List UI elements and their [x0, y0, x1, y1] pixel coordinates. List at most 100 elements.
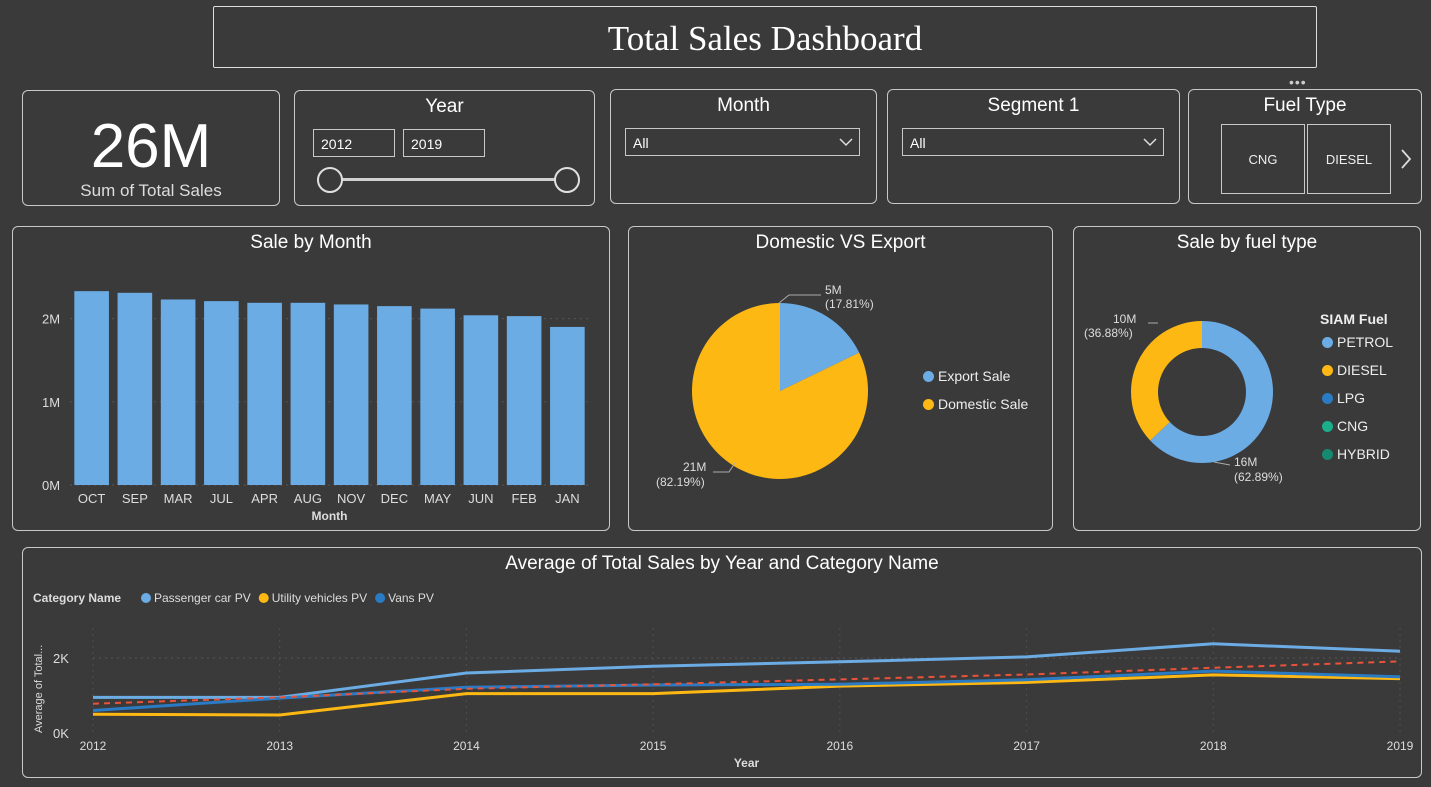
siam-fuel-legend-title: SIAM Fuel: [1320, 311, 1388, 327]
legend-item-cng[interactable]: CNG: [1322, 418, 1368, 434]
donut-slice-diesel[interactable]: [1131, 321, 1202, 441]
year-from-input[interactable]: 2012: [313, 129, 395, 157]
domestic-vs-export-title: Domestic VS Export: [755, 232, 926, 253]
y-tick-label: 0M: [42, 478, 60, 493]
bar-oct[interactable]: [74, 291, 109, 485]
bar-mar[interactable]: [160, 299, 196, 485]
bar-apr[interactable]: [247, 302, 282, 485]
donut-slice-petrol[interactable]: [1150, 321, 1273, 464]
bar-jan[interactable]: [550, 326, 585, 485]
bar-dec[interactable]: [377, 306, 412, 485]
y-tick-label: 0K: [53, 726, 69, 741]
bar-jul[interactable]: [204, 301, 239, 485]
chevron-right-icon[interactable]: [1399, 148, 1413, 170]
legend-item-hybrid[interactable]: HYBRID: [1322, 446, 1390, 462]
fuel-type-slicer-title: Fuel Type: [1263, 95, 1347, 116]
bar-sep[interactable]: [117, 292, 153, 485]
bar-feb[interactable]: [506, 316, 542, 485]
legend-dot-icon: [1322, 337, 1333, 348]
segment-dropdown-value: All: [910, 135, 926, 151]
sale-by-month-title: Sale by Month: [250, 232, 372, 253]
month-dropdown-value: All: [633, 135, 649, 151]
legend-item-domestic-sale[interactable]: Domestic Sale: [923, 396, 1028, 412]
x-tick-label: 2015: [640, 739, 667, 753]
donut-label-value: 16M: [1234, 455, 1257, 469]
line-legend-item[interactable]: Utility vehicles PV: [272, 591, 367, 605]
sale-by-fuel-type-title: Sale by fuel type: [1176, 232, 1318, 253]
line-legend-title: Category Name: [33, 591, 121, 605]
bar-may[interactable]: [420, 308, 455, 485]
bar-aug[interactable]: [290, 302, 326, 485]
line-legend-item[interactable]: Passenger car PV: [154, 591, 251, 605]
bar-nov[interactable]: [333, 304, 369, 485]
x-tick-label: NOV: [337, 491, 366, 506]
legend-dot-icon: [923, 371, 934, 382]
sale-by-month-chart: 0M 1M 2M OCT SEP MAR JUL APR AUG NOV DEC MAY JUN FEB J…: [42, 291, 589, 523]
pie-label-value: 5M: [825, 283, 842, 297]
sale-by-fuel-type-panel: Sale by fuel type 10M (36.88%) 16M (62.89%)…: [1073, 226, 1421, 531]
fuel-type-slicer: Fuel Type CNG DIESEL: [1188, 89, 1422, 204]
x-tick-label: 2019: [1387, 739, 1414, 753]
line-series-utility-vehicles-pv[interactable]: [92, 673, 1401, 717]
fuel-option-diesel[interactable]: DIESEL: [1307, 124, 1391, 194]
avg-sales-title: Average of Total Sales by Year and Categ…: [505, 553, 939, 574]
domestic-vs-export-chart: 5M(17.81%) 21M(82.19%): [656, 283, 874, 489]
legend-label: PETROL: [1337, 334, 1394, 350]
month-dropdown[interactable]: All: [625, 128, 860, 156]
fuel-option-cng[interactable]: CNG: [1221, 124, 1305, 194]
segment-dropdown[interactable]: All: [902, 128, 1164, 156]
legend-item-lpg[interactable]: LPG: [1322, 390, 1365, 406]
x-axis-label: Year: [734, 756, 760, 770]
more-options-icon[interactable]: •••: [1289, 74, 1307, 90]
avg-sales-panel: Average of Total Sales by Year and Categ…: [22, 547, 1422, 778]
pie-slice-export-sale[interactable]: [780, 303, 860, 391]
x-tick-label: JUL: [210, 491, 233, 506]
sale-by-fuel-type-chart: 10M(36.88%) 16M(62.89%): [1084, 312, 1283, 484]
x-tick-label: 2013: [266, 739, 293, 753]
legend-dot-icon: [1322, 421, 1333, 432]
year-slider-track[interactable]: [331, 178, 567, 181]
avg-sales-chart: Category Name Passenger car PV Utility veh…: [33, 591, 1414, 770]
legend-dot-icon: [375, 593, 386, 603]
year-to-input[interactable]: 2019: [403, 129, 485, 157]
line-legend-item[interactable]: Vans PV: [388, 591, 434, 605]
year-slicer-title: Year: [425, 96, 464, 117]
x-axis-label: Month: [312, 509, 348, 523]
kpi-value: 26M: [90, 112, 212, 181]
x-tick-label: 2018: [1200, 739, 1227, 753]
donut-label-pct: (36.88%): [1084, 326, 1133, 340]
pie-label-pct: (17.81%): [825, 297, 874, 311]
legend-item-diesel[interactable]: DIESEL: [1322, 362, 1387, 378]
legend-dot-icon: [1322, 365, 1333, 376]
year-slider-end-handle[interactable]: [554, 167, 580, 193]
legend-dot-icon: [1322, 449, 1333, 460]
domestic-vs-export-panel: Domestic VS Export 5M (17.81%) 21M (82.19%)…: [628, 226, 1053, 531]
legend-item-petrol[interactable]: PETROL: [1322, 334, 1393, 350]
legend-label-domestic-sale: Domestic Sale: [938, 396, 1029, 412]
x-tick-label: 2017: [1013, 739, 1040, 753]
x-tick-label: JAN: [555, 491, 580, 506]
trend-line: [92, 660, 1401, 705]
x-tick-label: OCT: [78, 491, 106, 506]
legend-item-export-sale[interactable]: Export Sale: [923, 368, 1010, 384]
chevron-down-icon: [1143, 138, 1157, 147]
year-slicer: Year 2012 2019: [294, 90, 595, 206]
line-series-vans-pv[interactable]: [92, 669, 1401, 712]
legend-label: CNG: [1337, 418, 1369, 434]
pie-slice-domestic-sale[interactable]: [692, 303, 868, 479]
legend-dot-icon: [923, 399, 934, 410]
year-slider-start-handle[interactable]: [317, 167, 343, 193]
month-slicer: Month All: [610, 89, 877, 204]
legend-label-export-sale: Export Sale: [938, 368, 1011, 384]
line-series-passenger-car-pv[interactable]: [93, 642, 1401, 699]
bar-jun[interactable]: [463, 315, 499, 485]
legend-dot-icon: [258, 593, 269, 603]
kpi-card[interactable]: 26M Sum of Total Sales: [22, 90, 280, 206]
kpi-label: Sum of Total Sales: [80, 181, 222, 200]
x-tick-label: SEP: [122, 491, 148, 506]
x-tick-label: MAR: [164, 491, 193, 506]
label-leader-line: [778, 294, 821, 304]
pie-label-pct: (82.19%): [656, 475, 705, 489]
donut-label-value: 10M: [1113, 312, 1136, 326]
legend-dot-icon: [141, 593, 151, 603]
